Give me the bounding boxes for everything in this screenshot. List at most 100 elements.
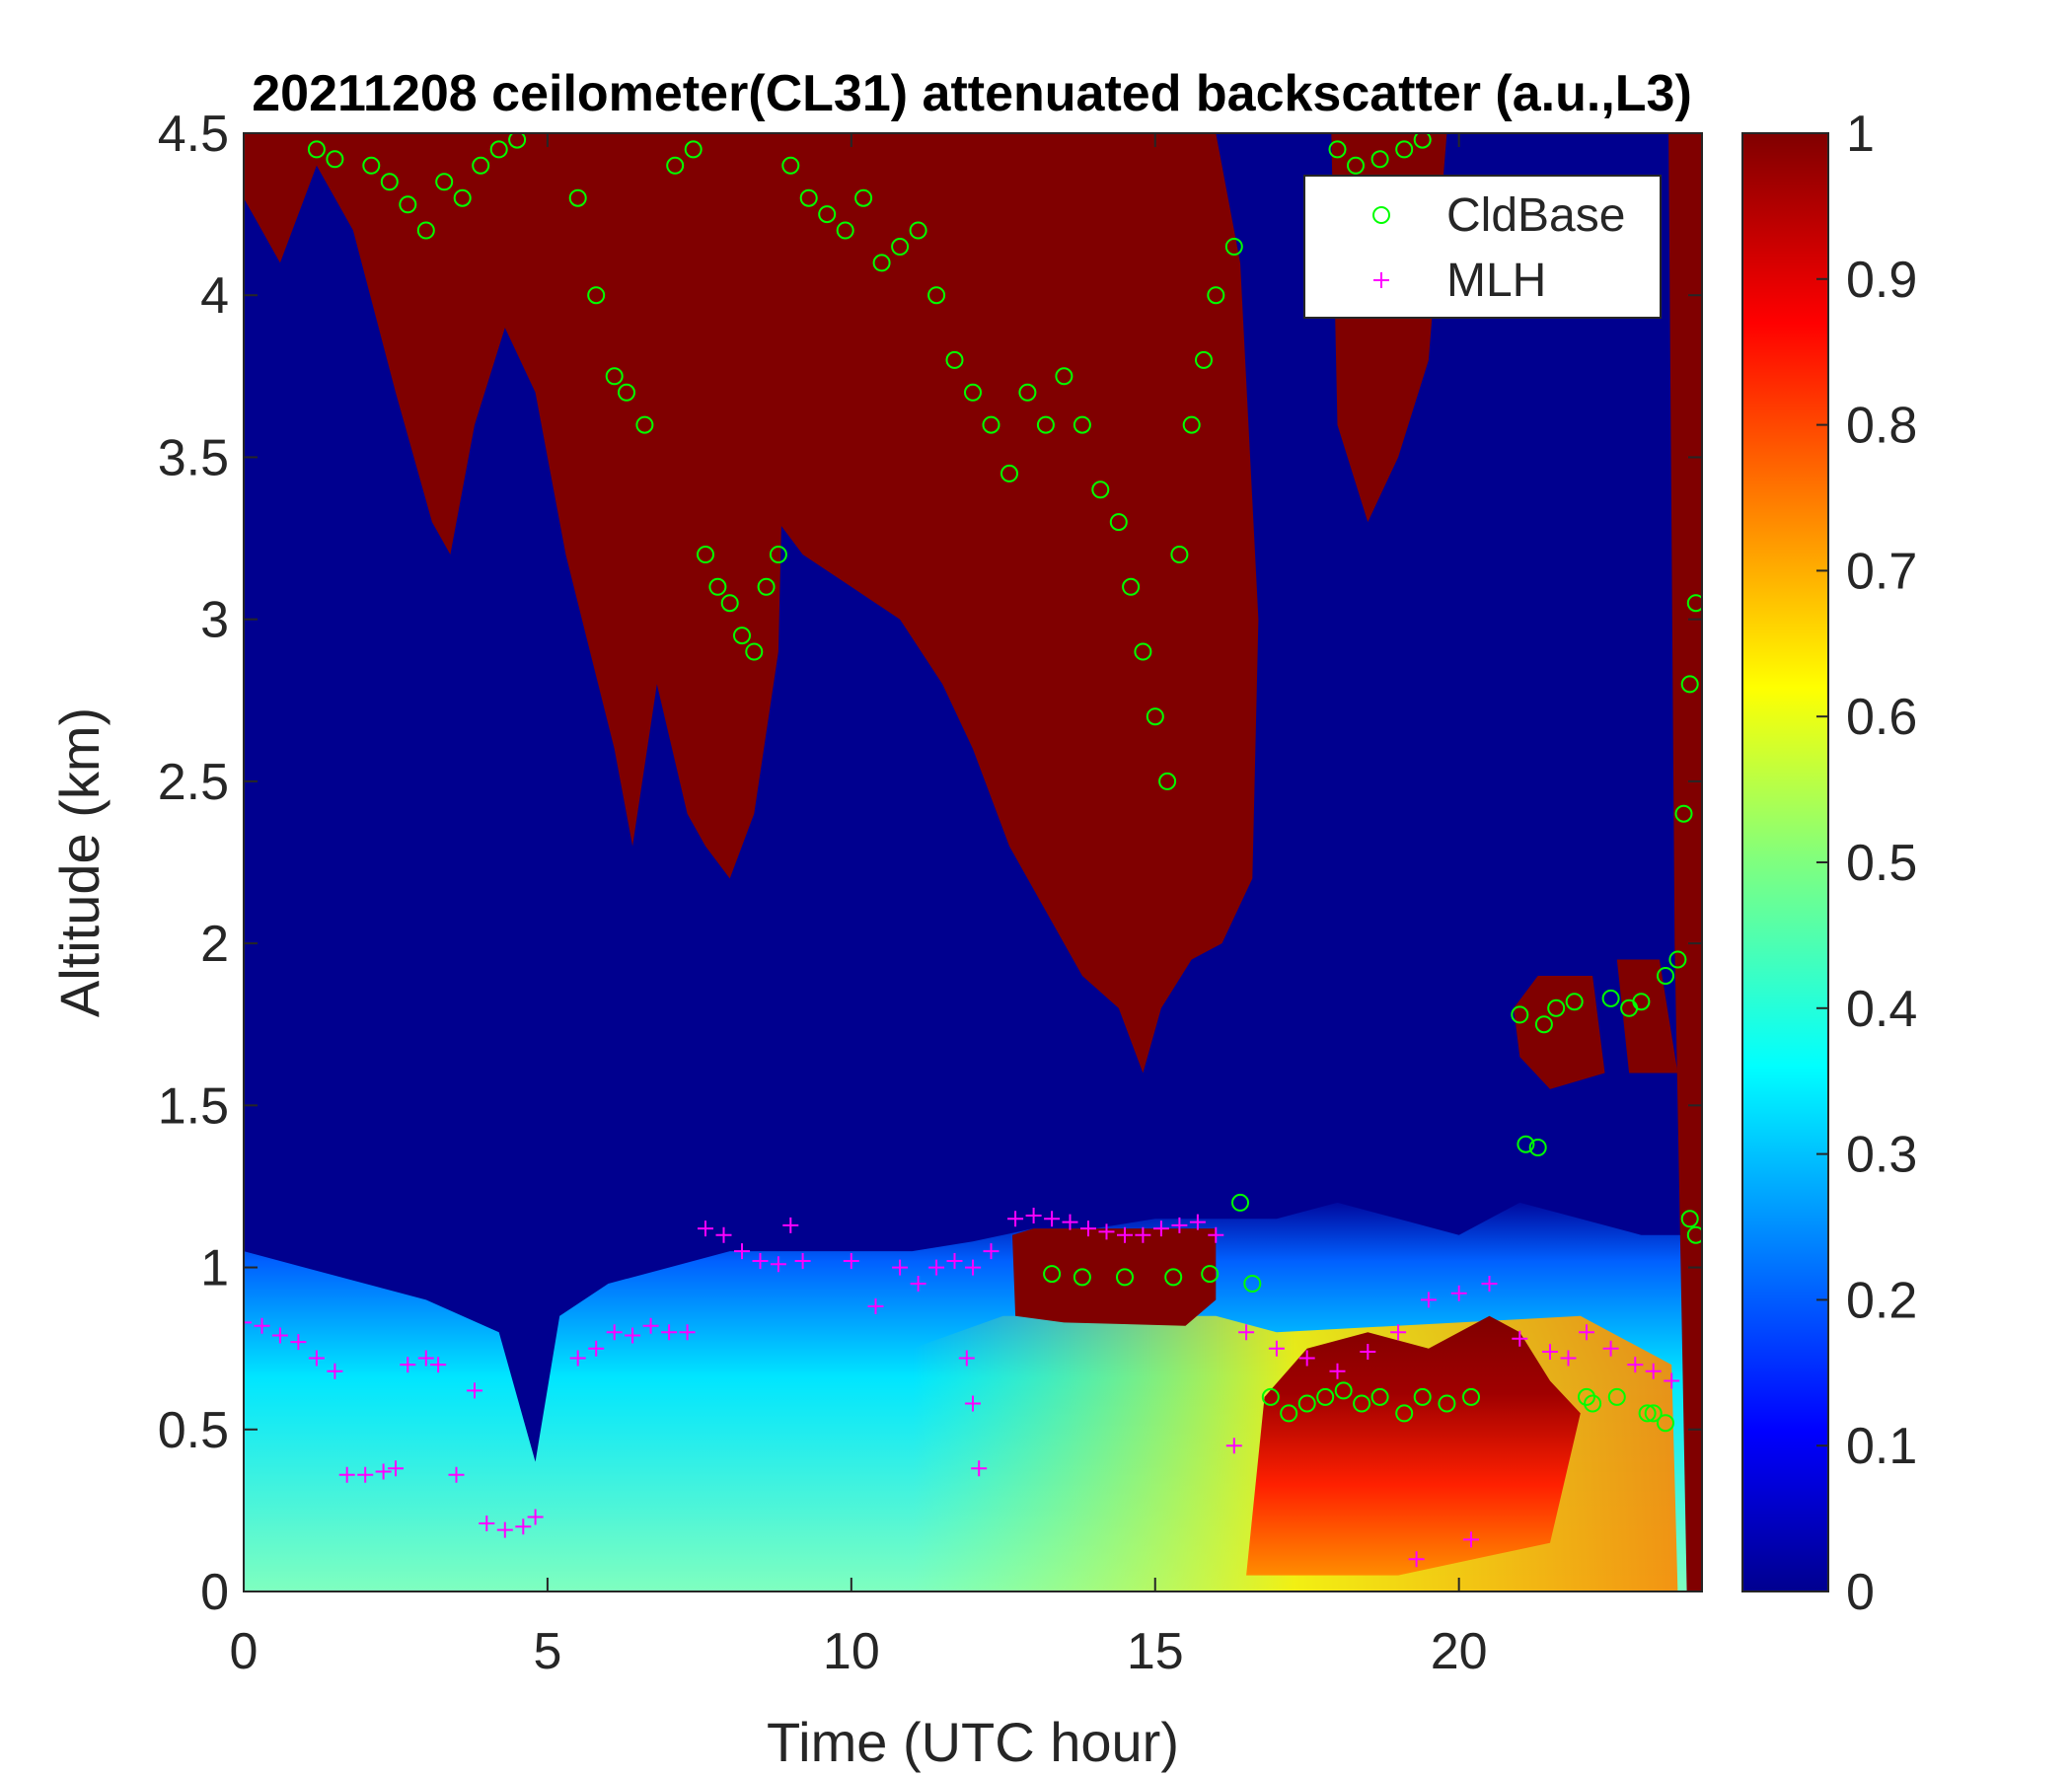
colorbar-tick-label: 0.1 <box>1846 1418 1917 1475</box>
cldbase-point <box>326 150 344 169</box>
mlh-point <box>698 1221 713 1237</box>
cldbase-point <box>666 156 685 175</box>
cldbase-point <box>1674 804 1693 823</box>
mlh-point <box>782 1217 799 1233</box>
cldbase-point <box>472 156 490 175</box>
mlh-point <box>928 1259 945 1276</box>
mlh-point <box>569 1350 586 1367</box>
mlh-point <box>1560 1350 1577 1367</box>
cldbase-point <box>1261 1387 1280 1406</box>
mlh-point <box>910 1276 926 1292</box>
mlh-point <box>1450 1285 1467 1301</box>
cldbase-point <box>1164 1268 1183 1287</box>
mlh-point <box>1360 1344 1376 1360</box>
legend-box <box>1303 175 1662 319</box>
cldbase-point <box>587 286 606 305</box>
cldbase-point <box>1207 286 1225 305</box>
cldbase-point <box>1182 415 1201 434</box>
cldbase-point <box>362 156 381 175</box>
mlh-point <box>1225 1438 1242 1454</box>
mlh-point <box>1080 1221 1096 1237</box>
cldbase-point <box>1584 1394 1602 1413</box>
cldbase-point <box>1547 999 1566 1017</box>
cldbase-point <box>1091 481 1110 499</box>
cldbase-point <box>1195 350 1213 369</box>
cldbase-point <box>1055 367 1073 386</box>
mlh-point <box>770 1256 786 1273</box>
mlh-point <box>375 1463 392 1480</box>
x-tick-label: 10 <box>823 1623 880 1680</box>
mlh-point <box>515 1518 532 1535</box>
mlh-point <box>867 1298 884 1314</box>
y-axis: 0 0.5 1 1.5 2 2.5 3 3.5 4 4.5 <box>158 106 1702 1621</box>
cldbase-point <box>1328 140 1347 159</box>
cldbase-point <box>1000 464 1018 482</box>
cldbase-point <box>1158 772 1177 790</box>
low-cloud-region <box>1012 1228 1217 1326</box>
legend-cldbase-marker <box>1372 206 1390 224</box>
cldbase-point <box>836 221 854 240</box>
y-tick-label: 1.5 <box>158 1077 229 1135</box>
cldbase-point <box>1353 1394 1371 1413</box>
cldbase-point <box>1668 950 1687 969</box>
mlh-point <box>1408 1551 1425 1568</box>
cldbase-point <box>982 415 1000 434</box>
cldbase-point <box>1680 675 1699 694</box>
mlh-point <box>357 1466 374 1483</box>
cldbase-point <box>1109 513 1128 532</box>
y-tick-label: 1 <box>200 1240 229 1297</box>
mlh-point <box>1602 1340 1619 1357</box>
mlh-point <box>327 1363 343 1379</box>
cldbase-point <box>1657 1414 1674 1433</box>
mlh-point <box>430 1357 447 1373</box>
colorbar: 0 0.1 0.2 0.3 0.4 0.5 0.6 0.7 0.8 0.9 1 <box>1741 106 1917 1621</box>
cldbase-point <box>416 221 435 240</box>
cldbase-point <box>453 188 472 207</box>
cldbase-point <box>508 133 527 149</box>
mlh-point <box>244 1314 252 1331</box>
mlh-point <box>308 1350 325 1367</box>
fog-region <box>1246 1315 1581 1576</box>
mlh-point <box>606 1324 623 1341</box>
cldbase-point <box>1370 150 1389 169</box>
cldbase-point <box>1511 1005 1529 1024</box>
mid-cloud-region-1 <box>244 133 791 879</box>
mlh-point <box>1044 1211 1061 1227</box>
cldbase-point <box>1170 546 1189 563</box>
legend-mlh-label: MLH <box>1446 255 1546 307</box>
cldbase-point <box>1644 1404 1663 1423</box>
mlh-point <box>388 1460 404 1477</box>
mlh-series <box>244 1208 1680 1568</box>
cldbase-point <box>745 642 764 661</box>
cldbase-point <box>1607 1387 1626 1406</box>
mlh-point <box>1542 1344 1558 1360</box>
mlh-point <box>1627 1357 1644 1373</box>
mlh-point <box>1481 1276 1498 1292</box>
cldbase-point <box>489 140 508 159</box>
cldbase-point <box>818 205 837 224</box>
mlh-point <box>254 1317 270 1334</box>
plot-frame <box>243 132 1703 1592</box>
mlh-point <box>496 1521 513 1538</box>
mlh-point <box>1329 1363 1346 1379</box>
cldbase-point <box>1657 967 1674 985</box>
cldbase-point <box>1146 707 1164 726</box>
cldbase-point <box>1073 1268 1091 1287</box>
colorbar-tick-label: 1 <box>1846 106 1875 163</box>
mlh-point <box>1189 1214 1206 1230</box>
cldbase-point <box>1134 642 1152 661</box>
mlh-point <box>965 1259 981 1276</box>
cldbase-point <box>1073 415 1091 434</box>
cldbase-point <box>1297 1394 1316 1413</box>
mlh-point <box>1025 1208 1042 1223</box>
cldbase-point <box>891 238 910 256</box>
colorbar-tick-label: 0.3 <box>1846 1127 1917 1184</box>
cldbase-point <box>1116 1268 1134 1287</box>
cldbase-point <box>927 286 946 305</box>
cldbase-point <box>1528 1139 1547 1156</box>
legend-mlh-marker <box>1373 272 1389 288</box>
mlh-point <box>1007 1211 1024 1227</box>
cldbase-point <box>568 188 587 207</box>
cldbase-point <box>757 577 776 596</box>
cldbase-point <box>380 173 399 191</box>
